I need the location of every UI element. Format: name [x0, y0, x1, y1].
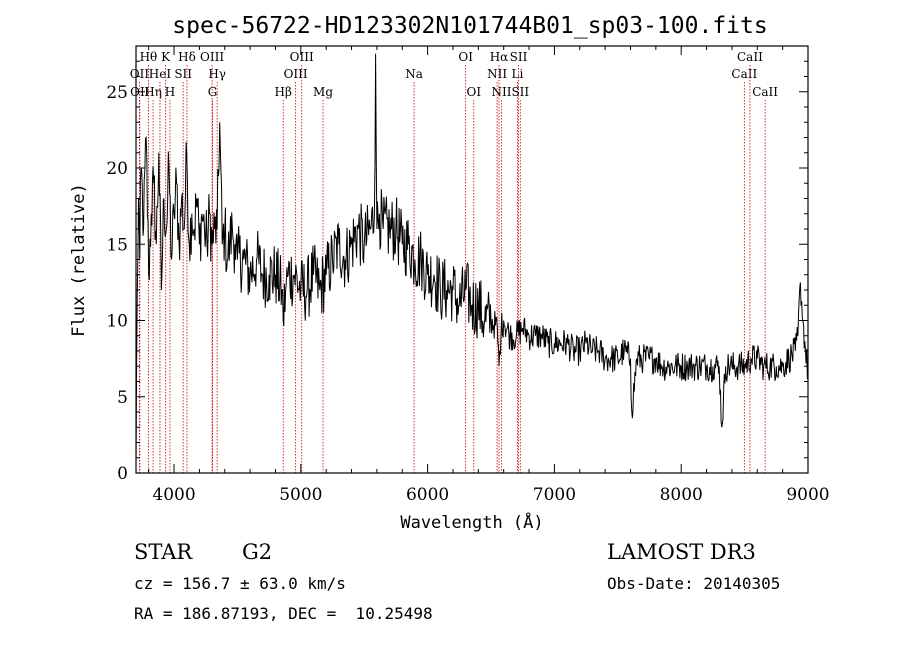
- y-tick-label: 15: [106, 235, 128, 255]
- x-axis-label: Wavelength (Å): [400, 511, 543, 533]
- line-marker-label: Li: [511, 67, 523, 81]
- line-marker-label: CaII: [737, 50, 763, 64]
- survey-name: LAMOST DR3: [607, 540, 756, 564]
- y-tick-label: 0: [117, 464, 128, 484]
- line-marker-label: SII: [174, 67, 192, 81]
- y-tick-label: 5: [117, 388, 128, 408]
- line-marker-label: Na: [405, 67, 423, 81]
- line-marker-label: CaII: [731, 67, 757, 81]
- line-marker-label: NII: [492, 85, 512, 99]
- line-marker-label: Hβ: [275, 85, 292, 99]
- x-tick-label: 9000: [786, 485, 829, 505]
- x-tick-label: 5000: [279, 485, 322, 505]
- line-marker-label: Hθ: [140, 50, 158, 64]
- line-marker-label: OIII: [284, 67, 308, 81]
- line-marker-label: CaII: [752, 85, 778, 99]
- spectrum-line: [135, 53, 809, 466]
- line-marker-label: Mg: [313, 85, 333, 99]
- line-marker-label: Hη: [144, 85, 162, 99]
- subclass: G2: [242, 540, 273, 564]
- line-marker-label: NII: [487, 67, 507, 81]
- y-axis-label: Flux (relative): [69, 183, 89, 337]
- obs-date: Obs-Date: 20140305: [607, 574, 781, 593]
- line-marker-label: H: [165, 85, 175, 99]
- line-marker-label: K: [161, 50, 171, 64]
- line-marker-label: SII: [511, 85, 529, 99]
- axes: 4000 5000 6000 7000 8000 9000 0 5 10 15 20 25: [106, 46, 830, 505]
- x-tick-label: 6000: [406, 485, 449, 505]
- x-tick-label: 7000: [533, 485, 576, 505]
- line-marker-label: OIII: [290, 50, 314, 64]
- line-marker-label: HeI: [149, 67, 172, 81]
- x-tick-label: 8000: [660, 485, 703, 505]
- line-marker-label: OI: [458, 50, 473, 64]
- object-class: STAR: [134, 540, 193, 564]
- y-tick-label: 20: [106, 159, 128, 179]
- line-marker-label: OI: [466, 85, 481, 99]
- line-marker-label: SII: [510, 50, 528, 64]
- line-marker-label: OIII: [200, 50, 224, 64]
- coordinates: RA = 186.87193, DEC = 10.25498: [134, 604, 433, 623]
- y-tick-label: 10: [106, 312, 128, 332]
- y-tick-label: 25: [106, 83, 128, 103]
- line-marker-label: Hγ: [208, 67, 226, 81]
- plot-frame: [135, 45, 809, 474]
- line-marker-label: Hα: [490, 50, 509, 64]
- line-marker-label: Hδ: [178, 50, 196, 64]
- x-tick-label: 4000: [152, 485, 195, 505]
- redshift-text: cz = 156.7 ± 63.0 km/s: [134, 574, 346, 593]
- line-marker-label: OII: [130, 67, 150, 81]
- chart-title: spec-56722-HD123302N101744B01_sp03-100.f…: [172, 13, 767, 39]
- line-marker-label: G: [208, 85, 218, 99]
